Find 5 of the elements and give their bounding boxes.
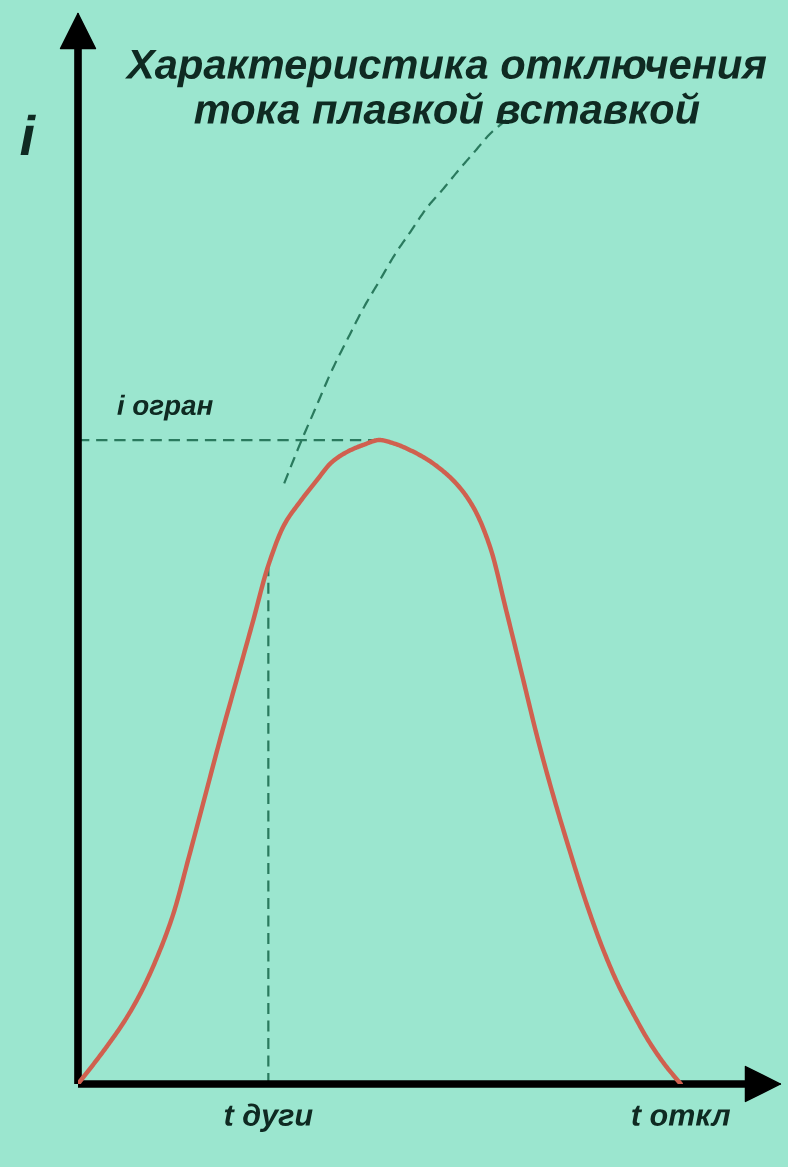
chart-title: Характеристика отключения тока плавкой вставкой <box>125 49 767 124</box>
y-axis-title: i <box>20 114 36 156</box>
ref-line-label: i огран <box>117 394 213 421</box>
x-tick-label: t откл <box>632 1105 731 1126</box>
x-tick-label: t дуги <box>224 1103 313 1132</box>
